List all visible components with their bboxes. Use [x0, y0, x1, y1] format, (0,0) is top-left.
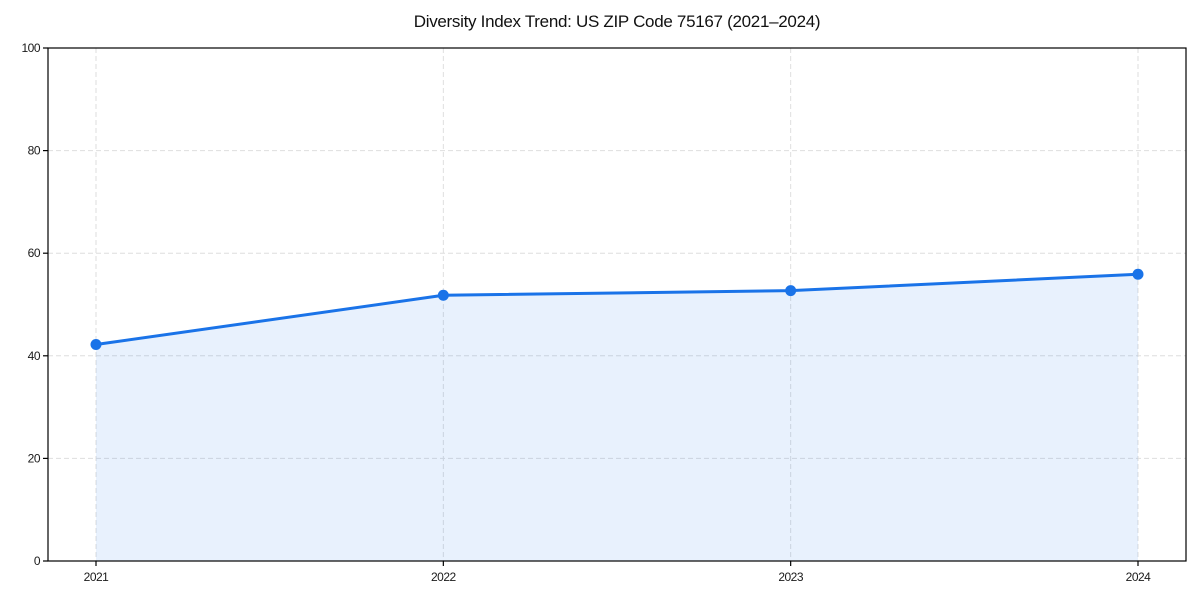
- data-point-marker: [437, 289, 449, 301]
- data-layer: [90, 268, 1144, 561]
- x-tick-label: 2024: [1126, 570, 1152, 584]
- y-tick-label: 20: [28, 451, 41, 465]
- y-tick-label: 80: [28, 144, 41, 158]
- x-tick-label: 2021: [84, 570, 110, 584]
- y-tick-label: 40: [28, 349, 41, 363]
- y-tick-label: 60: [28, 246, 41, 260]
- chart-title: Diversity Index Trend: US ZIP Code 75167…: [413, 12, 821, 31]
- y-tick-label: 100: [21, 41, 40, 55]
- grid-layer: [48, 48, 1186, 561]
- area-fill: [96, 274, 1138, 561]
- y-tick-label: 0: [34, 554, 41, 568]
- plot-border: [47, 47, 1187, 562]
- data-point-marker: [785, 285, 797, 297]
- trend-line: [94, 272, 1140, 347]
- x-tick-label: 2022: [431, 570, 457, 584]
- data-point-marker: [90, 339, 102, 351]
- axis-layer: 0 20 40 60 80 100 2021 2022 2023 2024: [21, 41, 1187, 584]
- x-tick-label: 2023: [778, 570, 804, 584]
- data-point-marker: [1132, 268, 1144, 280]
